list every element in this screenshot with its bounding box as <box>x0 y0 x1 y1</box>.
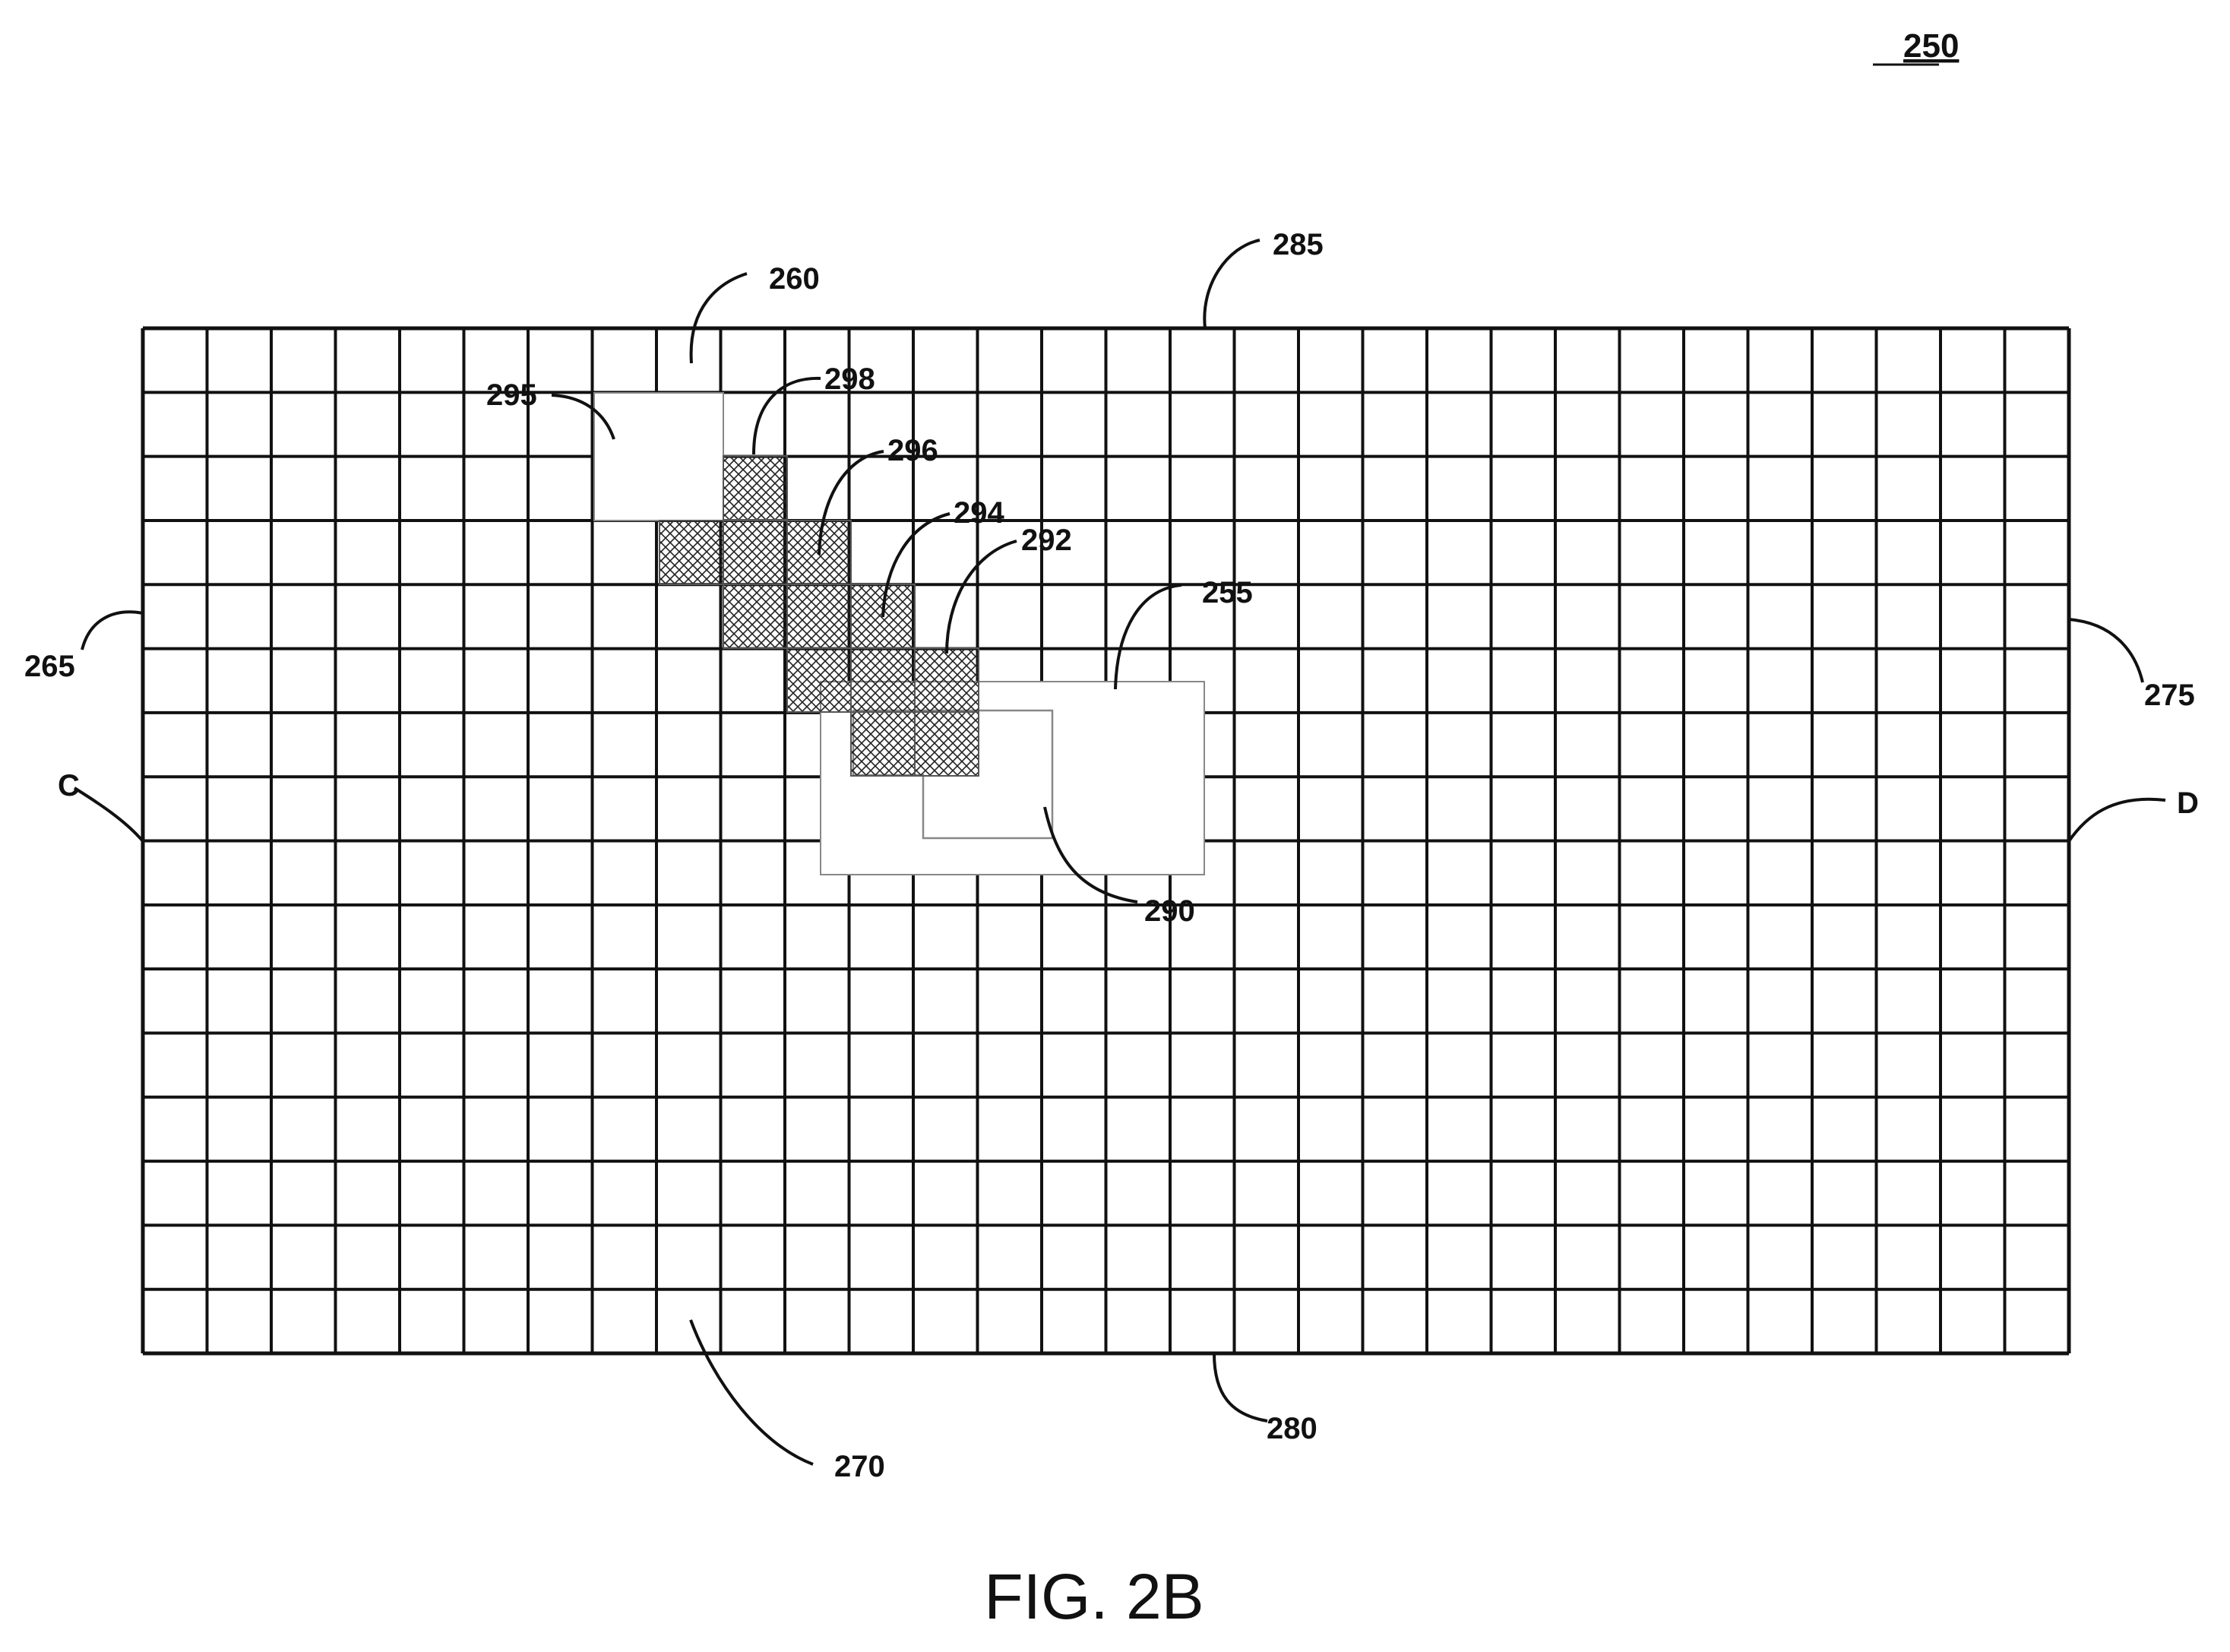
label-290: 290 <box>1144 894 1195 928</box>
label-298: 298 <box>824 362 875 396</box>
label-295: 295 <box>486 378 537 412</box>
hatched-cell <box>851 712 915 776</box>
label-296: 296 <box>887 434 938 467</box>
label-292: 292 <box>1021 524 1072 557</box>
label-255: 255 <box>1202 576 1253 609</box>
label-285: 285 <box>1273 228 1324 261</box>
leader-line-265 <box>82 612 143 650</box>
leader-line-285 <box>1204 240 1260 328</box>
hatched-cell <box>915 648 979 712</box>
label-D: D <box>2177 786 2199 820</box>
leader-line-C <box>74 788 143 841</box>
label-275: 275 <box>2144 679 2195 712</box>
label-260: 260 <box>769 262 820 296</box>
hatched-cell <box>915 712 979 776</box>
label-C: C <box>58 769 80 802</box>
label-280: 280 <box>1267 1412 1317 1445</box>
leader-line-280 <box>1214 1353 1267 1421</box>
leader-line-260 <box>691 274 747 363</box>
leader-line-298 <box>754 378 821 454</box>
hatched-cell <box>723 584 787 648</box>
leader-line-292 <box>947 541 1017 654</box>
leader-line-270 <box>691 1320 813 1464</box>
region-295 <box>594 393 723 521</box>
figure-caption: FIG. 2B <box>984 1561 1204 1632</box>
leader-line-D <box>2069 799 2165 841</box>
label-270: 270 <box>834 1450 885 1483</box>
figure-number: 250 <box>1903 27 1959 65</box>
hatched-cell <box>723 521 787 584</box>
label-294: 294 <box>954 496 1004 530</box>
hatched-cell <box>660 521 723 584</box>
hatched-cell <box>787 584 851 648</box>
hatched-cell <box>787 648 851 712</box>
leader-line-275 <box>2069 619 2143 682</box>
hatched-cell <box>723 456 787 520</box>
hatched-cell <box>851 648 915 712</box>
label-265: 265 <box>24 650 75 683</box>
